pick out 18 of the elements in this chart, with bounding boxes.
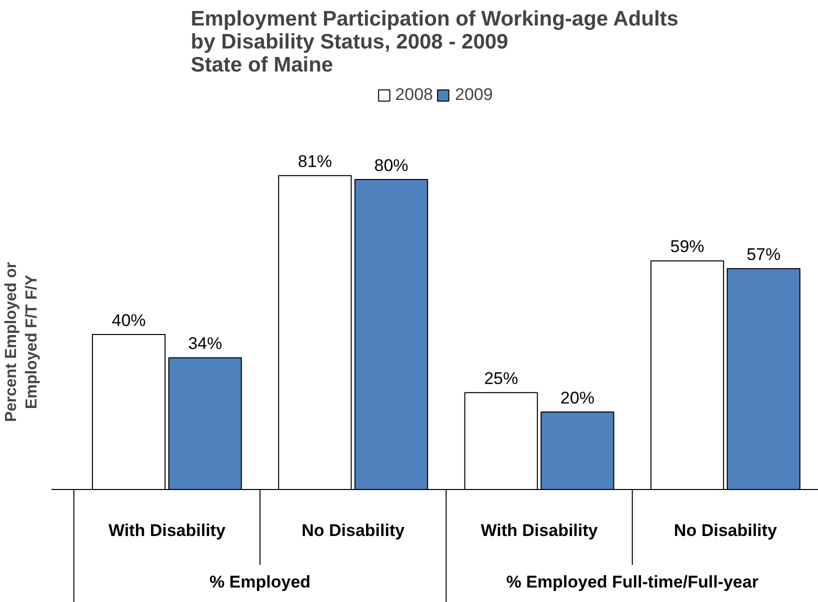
- data-label: 80%: [374, 156, 408, 175]
- text: % Employed Full-time/Full-year: [506, 572, 759, 592]
- data-label: 40%: [112, 310, 146, 330]
- x-tick-label: With Disability: [480, 520, 598, 540]
- text: % Employed: [209, 572, 311, 592]
- data-label: 20%: [560, 388, 594, 408]
- data-label: 25%: [484, 368, 518, 388]
- y-axis-title: Percent Employed or Employed F/T F/Y: [3, 262, 40, 422]
- x-tick-label: With Disability: [108, 520, 226, 540]
- data-label: 81%: [298, 152, 332, 171]
- chart-title: Employment Participation of Working-age Adults by Disability Status, 2008 - 2009 State of Maine: [190, 8, 678, 76]
- data-label: 57%: [746, 244, 781, 264]
- data-label: 59%: [670, 237, 704, 256]
- legend-label: 2009: [455, 85, 493, 105]
- x-tick-label: No Disability: [302, 520, 406, 540]
- x-tick-label: No Disability: [674, 520, 778, 540]
- legend-label: 2008: [395, 85, 433, 105]
- data-label: 34%: [188, 334, 222, 354]
